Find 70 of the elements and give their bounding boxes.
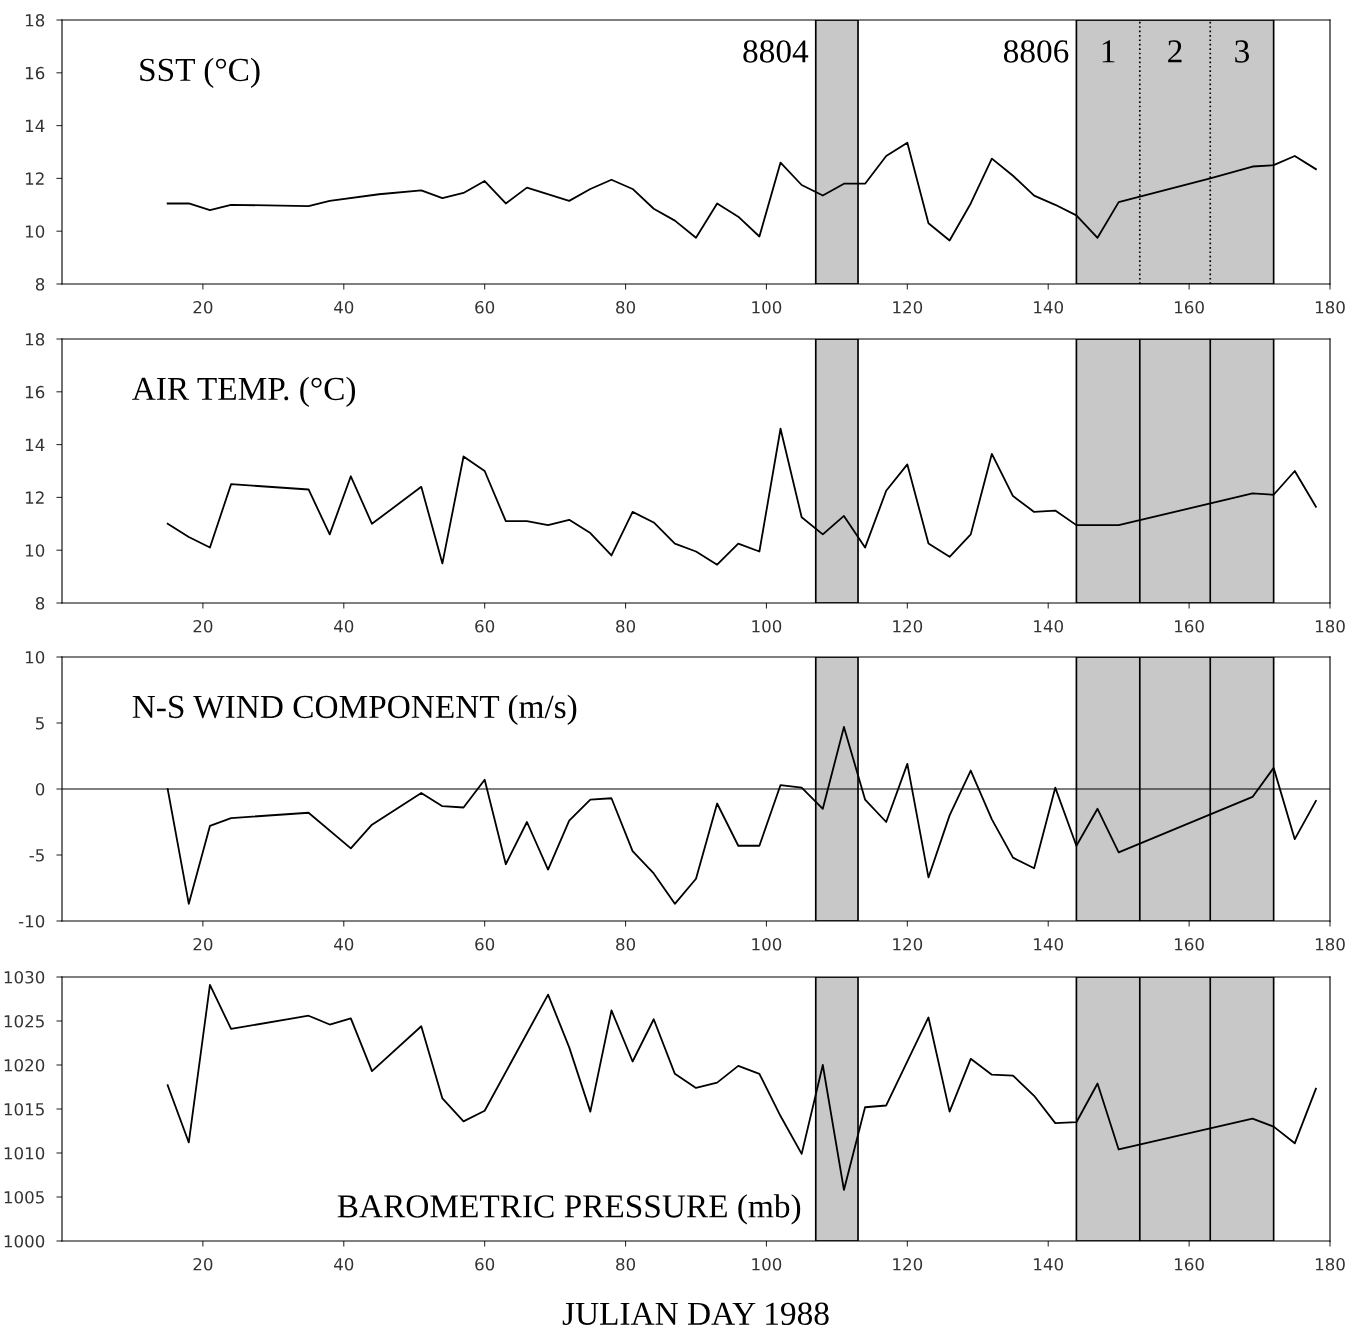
x-tick-label: 140 xyxy=(1034,937,1064,951)
annotation: 2 xyxy=(1168,40,1182,63)
x-tick-label: 160 xyxy=(1175,937,1204,951)
y-tick-label: 1000 xyxy=(4,1234,45,1248)
y-tick-label: 1020 xyxy=(4,1058,45,1072)
x-tick-label: 40 xyxy=(333,619,354,633)
x-tick-label: 20 xyxy=(193,619,213,633)
y-tick-label: 1010 xyxy=(4,1146,45,1160)
x-tick-label: 60 xyxy=(475,937,495,951)
y-tick-label: 1025 xyxy=(4,1014,44,1028)
band-label: 8804 xyxy=(743,40,809,63)
x-tick-label: 80 xyxy=(616,619,636,633)
x-tick-label: 20 xyxy=(193,1257,213,1271)
text: N-S WIND COMPONENT (m/s) xyxy=(132,694,577,725)
y-tick-label: 8 xyxy=(35,596,45,610)
y-tick-label: 16 xyxy=(25,385,45,399)
annotation: 3 xyxy=(1235,40,1249,63)
x-tick-label: 180 xyxy=(1315,1257,1345,1271)
x-tick-label: 20 xyxy=(193,937,213,951)
text: AIR TEMP. (°C) xyxy=(132,376,356,407)
y-tick-label: 14 xyxy=(25,438,45,451)
y-tick-label: 12 xyxy=(25,491,44,504)
x-tick-label: 100 xyxy=(752,619,782,633)
text: BAROMETRIC PRESSURE (mb) xyxy=(337,1194,801,1225)
x-tick-label: 40 xyxy=(333,300,354,314)
y-tick-label: 16 xyxy=(25,66,45,80)
x-tick-label: 160 xyxy=(1175,1257,1204,1271)
x-tick-label: 60 xyxy=(475,619,495,633)
x-tick-label: 140 xyxy=(1034,619,1064,633)
x-axis-title: JULIAN DAY 1988 xyxy=(562,1302,829,1326)
x-tick-label: 60 xyxy=(475,300,495,314)
x-tick-label: 20 xyxy=(193,300,213,314)
x-tick-label: 160 xyxy=(1175,300,1204,314)
x-tick-label: 180 xyxy=(1315,300,1345,314)
x-tick-label: 100 xyxy=(752,300,782,314)
y-tick-label: 5 xyxy=(36,717,44,730)
y-tick-label: -10 xyxy=(18,914,45,928)
x-tick-label: 160 xyxy=(1175,619,1204,633)
y-tick-label: 14 xyxy=(25,119,45,132)
x-tick-label: 140 xyxy=(1034,300,1064,314)
y-tick-label: 10 xyxy=(25,544,45,557)
x-tick-label: 120 xyxy=(893,300,923,314)
x-tick-label: 40 xyxy=(333,937,354,951)
y-tick-label: 8 xyxy=(35,277,45,291)
x-tick-label: 80 xyxy=(616,937,636,951)
x-tick-label: 180 xyxy=(1315,937,1345,951)
x-tick-label: 180 xyxy=(1315,619,1345,633)
y-tick-label: 1030 xyxy=(4,970,45,984)
x-tick-label: 60 xyxy=(475,1257,495,1271)
y-tick-label: 18 xyxy=(25,13,45,27)
band-label: 8806 xyxy=(1003,40,1069,63)
x-tick-label: 120 xyxy=(893,937,923,951)
y-tick-label: 18 xyxy=(25,332,45,346)
y-tick-label: 10 xyxy=(25,225,45,238)
y-tick-label: 1005 xyxy=(4,1190,44,1204)
x-tick-label: 80 xyxy=(616,300,636,314)
y-tick-label: 10 xyxy=(25,650,45,664)
x-tick-label: 120 xyxy=(893,1257,923,1271)
text: SST (°C) xyxy=(140,57,260,88)
y-tick-label: 1015 xyxy=(4,1102,44,1116)
x-tick-label: 40 xyxy=(333,1257,354,1271)
x-tick-label: 100 xyxy=(752,1257,782,1271)
x-tick-label: 140 xyxy=(1034,1257,1064,1271)
y-tick-label: -5 xyxy=(29,849,44,862)
x-tick-label: 80 xyxy=(616,1257,636,1271)
x-tick-label: 100 xyxy=(752,937,782,951)
x-tick-label: 120 xyxy=(893,619,923,633)
annotation: 1 xyxy=(1102,40,1115,63)
y-tick-label: 12 xyxy=(25,172,44,185)
y-tick-label: 0 xyxy=(35,782,45,796)
